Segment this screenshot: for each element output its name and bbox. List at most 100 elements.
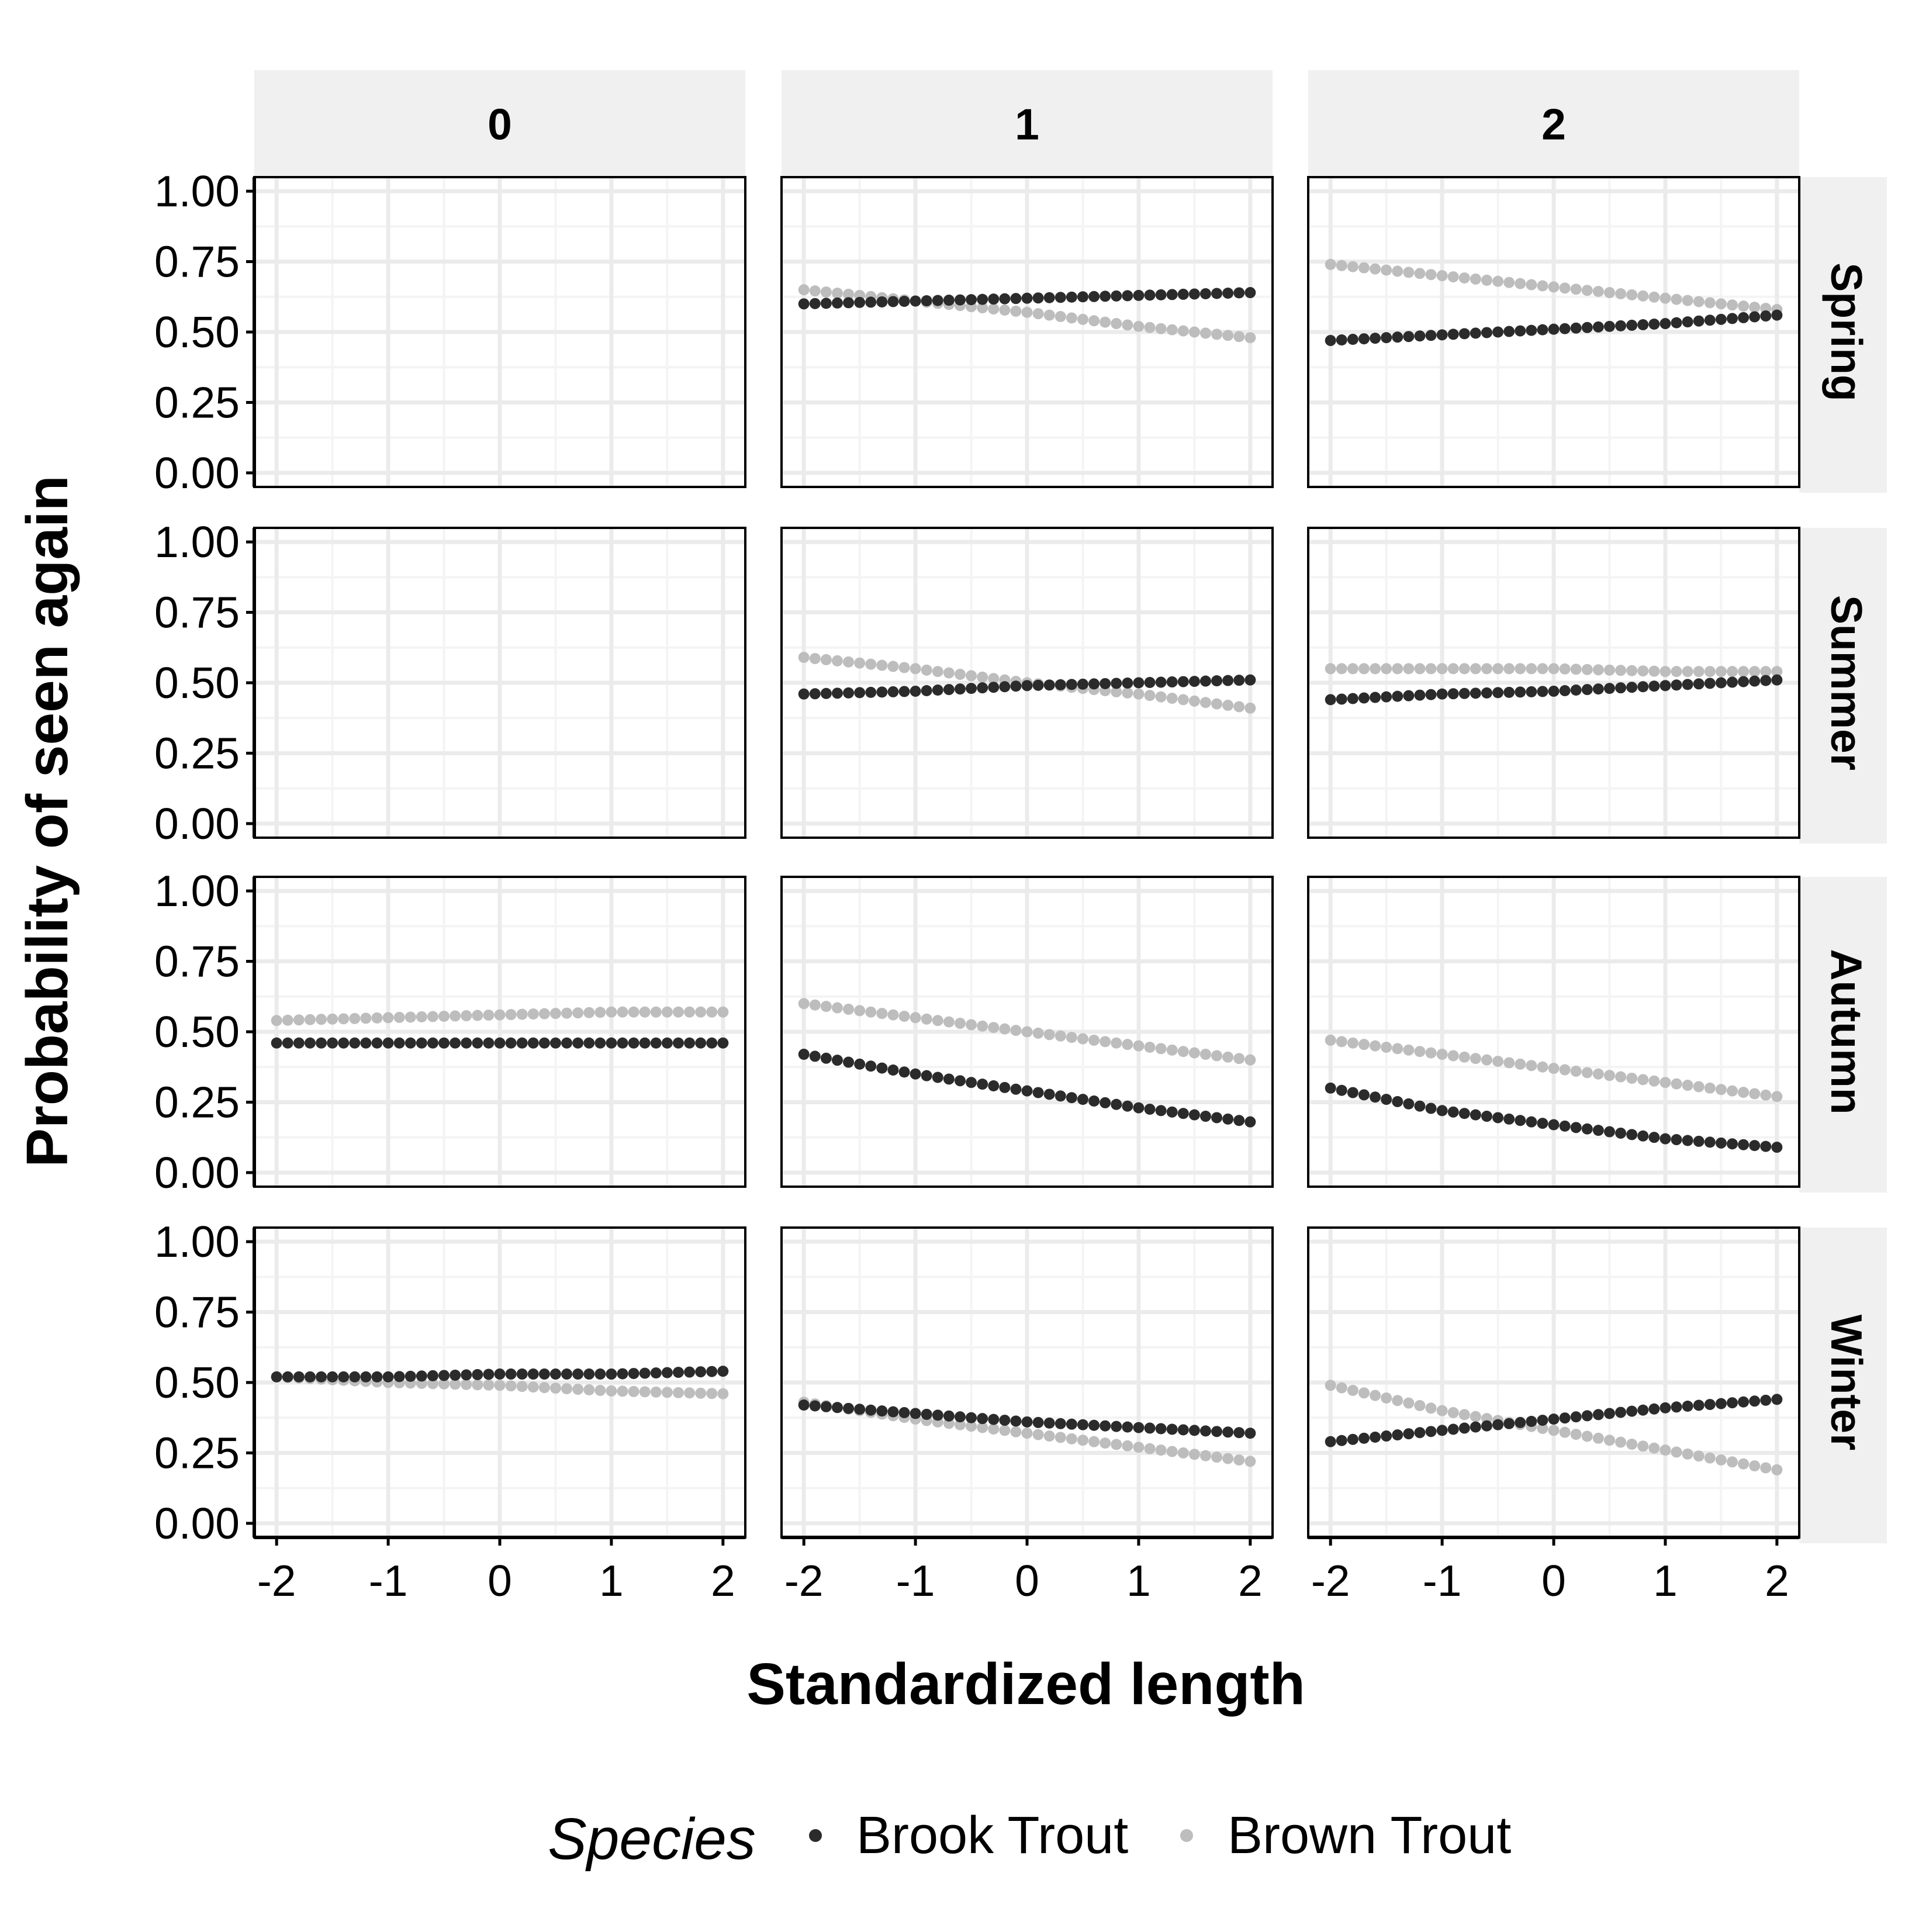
data-point xyxy=(1188,288,1200,300)
data-point xyxy=(831,1055,843,1066)
data-point xyxy=(538,1382,550,1394)
x-tick-label: 0 xyxy=(1541,1556,1566,1605)
data-point xyxy=(1347,1087,1358,1098)
panel-winter-1 xyxy=(780,1226,1274,1539)
data-point xyxy=(1592,1432,1604,1444)
data-point xyxy=(1088,1095,1100,1107)
data-point xyxy=(450,1369,461,1381)
data-point xyxy=(1503,1113,1515,1125)
data-point xyxy=(1358,262,1370,274)
data-point xyxy=(1425,269,1437,281)
data-point xyxy=(405,1011,416,1023)
data-point xyxy=(1603,1435,1615,1446)
data-point xyxy=(706,1388,718,1399)
data-point xyxy=(1032,308,1044,320)
data-point xyxy=(695,1366,707,1378)
data-point xyxy=(1559,1426,1571,1438)
data-point xyxy=(1133,289,1145,301)
data-point xyxy=(1100,1097,1111,1108)
y-axis-winter: 0.00 0.25 0.50 0.75 1.00 xyxy=(154,1217,256,1548)
data-point xyxy=(854,1058,866,1070)
data-point xyxy=(1199,1425,1211,1437)
data-point xyxy=(809,285,821,297)
data-point xyxy=(1570,1411,1582,1423)
data-point xyxy=(1358,1039,1370,1050)
data-point xyxy=(1077,1033,1088,1045)
data-point xyxy=(1682,1080,1693,1091)
data-point xyxy=(1715,1137,1727,1149)
data-point xyxy=(865,1060,877,1072)
data-point xyxy=(1715,1398,1727,1409)
data-point xyxy=(1077,313,1088,325)
data-point xyxy=(1436,663,1448,675)
data-point xyxy=(1548,281,1560,293)
data-point xyxy=(1771,1091,1783,1102)
data-point xyxy=(1503,663,1515,675)
data-point xyxy=(932,295,943,306)
data-point xyxy=(1637,1130,1649,1142)
data-point xyxy=(538,1008,550,1019)
y-tick-label: 1.00 xyxy=(154,1217,240,1266)
data-point xyxy=(1749,1460,1761,1472)
x-tick-label: 1 xyxy=(599,1556,624,1605)
data-point xyxy=(1581,1067,1593,1079)
data-point xyxy=(1648,1132,1660,1143)
series-brown-trout xyxy=(798,998,1256,1066)
data-point xyxy=(1414,330,1426,342)
data-point xyxy=(1436,1105,1448,1117)
data-point xyxy=(809,688,821,700)
data-point xyxy=(1100,1036,1111,1048)
data-point xyxy=(1537,280,1548,292)
data-point xyxy=(1492,326,1504,338)
data-point xyxy=(1414,1427,1426,1439)
data-point xyxy=(1122,319,1133,331)
data-point xyxy=(1133,1040,1145,1052)
data-point xyxy=(887,686,899,697)
data-point xyxy=(1233,1427,1245,1439)
data-point xyxy=(1370,692,1381,703)
data-point xyxy=(977,1413,988,1425)
data-point xyxy=(572,1384,584,1395)
data-point xyxy=(1370,1091,1381,1103)
data-point xyxy=(1111,678,1122,689)
data-point xyxy=(1347,1037,1358,1049)
data-point xyxy=(1222,700,1234,711)
data-point xyxy=(988,293,1000,305)
data-point xyxy=(1166,693,1178,704)
data-point xyxy=(1648,665,1660,677)
data-point xyxy=(1592,664,1604,676)
data-point xyxy=(606,1385,617,1397)
data-point xyxy=(549,1008,561,1019)
data-point xyxy=(1021,1026,1033,1038)
data-point xyxy=(461,1010,472,1022)
data-point xyxy=(1100,1437,1111,1449)
data-point xyxy=(1447,329,1459,340)
data-point xyxy=(921,1070,932,1081)
data-point xyxy=(1660,292,1671,304)
panel-border xyxy=(780,876,1274,1188)
data-point xyxy=(1738,666,1750,678)
data-point xyxy=(1458,663,1470,675)
data-point xyxy=(271,1371,282,1383)
y-tick-label: 0.50 xyxy=(154,1007,240,1056)
y-tick-label: 0.00 xyxy=(154,799,240,848)
data-point xyxy=(1347,693,1358,704)
data-point xyxy=(1199,697,1211,708)
y-axis-title: Probability of seen again xyxy=(15,475,80,1167)
data-point xyxy=(1211,1112,1223,1124)
data-point xyxy=(282,1037,293,1049)
data-point xyxy=(1032,1416,1044,1428)
data-point xyxy=(1470,687,1481,699)
data-point xyxy=(798,298,810,310)
data-point xyxy=(1244,702,1256,714)
data-point xyxy=(1133,320,1145,332)
data-point xyxy=(1133,688,1145,700)
data-point xyxy=(1660,1077,1671,1088)
data-point xyxy=(1233,1454,1245,1466)
data-point xyxy=(865,1006,877,1018)
data-point xyxy=(876,686,888,698)
data-point xyxy=(1188,1109,1200,1121)
data-point xyxy=(695,1006,707,1018)
data-point xyxy=(1760,666,1772,678)
